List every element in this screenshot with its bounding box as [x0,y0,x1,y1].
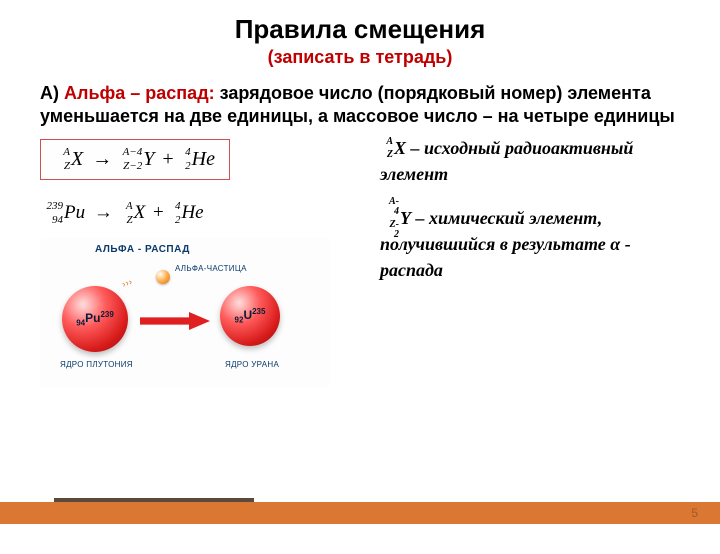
rule-highlight: Альфа – распад: [64,83,215,103]
right-column: A Z X – исходный радиоактивный элемент A… [350,135,680,388]
alpha-particle-label: АЛЬФА-ЧАСТИЦА [175,264,247,273]
arrow-icon: → [90,202,117,223]
pu-sub: 94 [76,319,85,328]
note-result-element: A-4 Z-2 Y – химический элемент, получивш… [380,205,680,283]
u-sym: U [243,308,252,322]
charge-Y: Z−2 [123,161,143,172]
symbol-X: X [71,148,83,170]
left-column: A Z X → A−4 Z−2 Y + 4 2 He [40,135,350,388]
plus-icon: + [159,148,176,170]
note1-text: – исходный радиоактивный элемент [380,138,633,184]
nuclide-He: 4 2 He [192,148,215,171]
mass-X: A [63,147,71,158]
decay-arrow-icon [140,312,210,330]
nuclide-Pu: 239 94 Pu [64,202,85,224]
symbol-He2: He [181,202,203,223]
charge-He: 2 [185,161,192,172]
pu-sym: Pu [85,311,100,325]
note-initial-element: A Z X – исходный радиоактивный элемент [380,135,680,187]
note2-mass: A-4 [389,197,400,217]
uranium-caption: ЯДРО УРАНА [225,360,279,369]
rule-letter: А) [40,83,59,103]
mass-Y: A−4 [123,147,144,158]
nuclide-Y: A−4 Z−2 Y [143,148,154,171]
note1-symbol: X [394,138,406,158]
note1-mass: A [386,137,394,147]
page-subtitle: (записать в тетрадь) [0,47,720,68]
alpha-particle-icon [156,270,170,284]
charge-X2: Z [126,215,133,226]
charge-Pu: 94 [52,215,64,226]
footer-bar [0,502,720,524]
nucleus-plutonium-label: 94Pu239 [76,310,114,327]
subtitle-text: (записать в тетрадь) [268,47,453,67]
plus-icon: + [150,202,167,223]
mass-He: 4 [185,147,192,158]
symbol-X2: X [134,202,146,223]
nuclide-X: A Z X [71,148,83,171]
page-title: Правила смещения [0,14,720,45]
content-row: A Z X → A−4 Z−2 Y + 4 2 He [0,135,720,388]
alpha-decay-diagram: АЛЬФА - РАСПАД АЛЬФА-ЧАСТИЦА › › › 94Pu2… [40,238,330,388]
nucleus-uranium-label: 92U235 [235,307,266,324]
nuclide-X2: A Z X [134,202,146,224]
page-number: 5 [691,506,698,520]
pu-sup: 239 [100,310,113,319]
rule-paragraph: А) Альфа – распад: зарядовое число (поря… [40,82,680,127]
equation-example: 239 94 Pu → A Z X + 4 2 He [46,202,350,224]
note2-charge: Z-2 [390,220,400,240]
charge-X: Z [64,161,71,172]
mass-He2: 4 [175,201,182,212]
symbol-Pu: Pu [64,202,85,223]
diagram-title: АЛЬФА - РАСПАД [95,244,190,255]
plutonium-caption: ЯДРО ПЛУТОНИЯ [60,360,133,369]
alpha-trail-icon: › › › [121,277,133,289]
symbol-Y: Y [143,148,154,170]
symbol-He: He [192,148,215,170]
equation-general: A Z X → A−4 Z−2 Y + 4 2 He [55,148,215,170]
nucleus-plutonium: 94Pu239 [62,286,128,352]
note2-nuclide: A-4 Z-2 Y [400,205,411,231]
charge-He2: 2 [175,215,182,226]
note2-symbol: Y [400,208,411,228]
arrow-icon: → [88,148,116,170]
u-sup: 235 [252,307,265,316]
mass-Pu: 239 [47,201,65,212]
mass-X2: A [126,201,134,212]
note1-charge: Z [387,150,394,160]
nucleus-uranium: 92U235 [220,286,280,346]
nuclide-He2: 4 2 He [181,202,203,224]
note2-text: – химический элемент, получившийся в рез… [380,208,631,280]
note1-nuclide: A Z X [394,135,406,161]
equation-general-box: A Z X → A−4 Z−2 Y + 4 2 He [40,139,230,180]
